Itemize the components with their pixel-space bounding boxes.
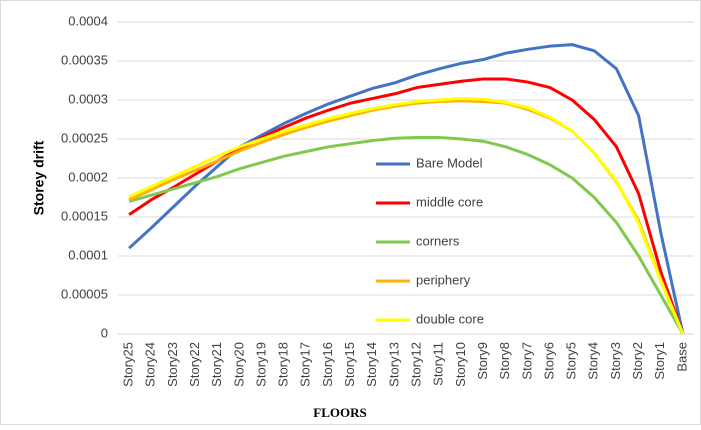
legend-label: periphery <box>416 272 471 287</box>
legend-label: corners <box>416 233 460 248</box>
x-axis-label: FLOORS <box>313 405 366 420</box>
series-line <box>128 96 685 335</box>
x-tick-label: Story9 <box>475 342 490 380</box>
x-tick-label: Story7 <box>519 342 534 380</box>
x-tick-label: Story20 <box>231 342 246 387</box>
y-axis-label: Storey drift <box>31 140 47 215</box>
x-tick-label: Story6 <box>541 342 556 380</box>
x-tick-label: Story19 <box>253 342 268 387</box>
x-tick-label: Story17 <box>298 342 313 387</box>
y-tick-label: 0 <box>101 325 108 340</box>
x-tick-label: Story15 <box>342 342 357 387</box>
y-tick-label: 0.0004 <box>68 13 108 28</box>
y-tick-label: 0.00035 <box>61 52 108 67</box>
y-tick-label: 0.0001 <box>68 247 108 262</box>
x-tick-label: Story24 <box>143 342 158 387</box>
x-tick-label: Story4 <box>586 342 601 380</box>
legend-label: middle core <box>416 194 483 209</box>
x-tick-label: Story21 <box>209 342 224 387</box>
series-line <box>128 43 685 335</box>
x-tick-label: Story10 <box>453 342 468 387</box>
x-tick-label: Base <box>674 342 689 372</box>
y-tick-label: 0.00005 <box>61 286 108 301</box>
x-tick-label: Story16 <box>320 342 335 387</box>
x-tick-label: Story5 <box>564 342 579 380</box>
x-tick-label: Story25 <box>121 342 136 387</box>
x-tick-label: Story22 <box>187 342 202 387</box>
x-tick-label: Story1 <box>652 342 667 380</box>
legend-label: Bare Model <box>416 155 483 170</box>
x-tick-label: Story2 <box>630 342 645 380</box>
x-tick-label: Story12 <box>409 342 424 387</box>
x-tick-label: Story23 <box>165 342 180 387</box>
x-tick-label: Story14 <box>364 342 379 387</box>
x-tick-label: Story18 <box>276 342 291 387</box>
y-tick-label: 0.0002 <box>68 169 108 184</box>
x-tick-label: Story11 <box>431 342 446 386</box>
x-tick-label: Story3 <box>608 342 623 380</box>
x-tick-label: Story8 <box>497 342 512 380</box>
y-tick-label: 0.0003 <box>68 91 108 106</box>
series-line <box>128 135 685 335</box>
y-tick-label: 0.00015 <box>61 208 108 223</box>
y-tick-label: 0.00025 <box>61 130 108 145</box>
legend-label: double core <box>416 311 484 326</box>
x-tick-label: Story13 <box>386 342 401 387</box>
